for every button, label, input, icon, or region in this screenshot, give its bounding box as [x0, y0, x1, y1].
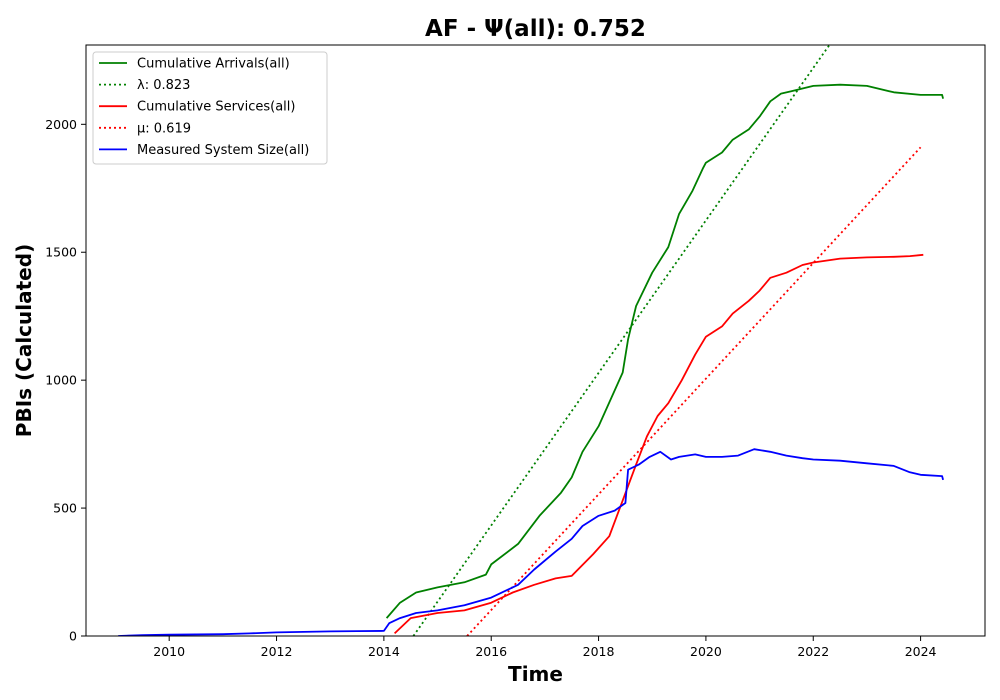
legend-label: μ: 0.619: [137, 121, 191, 136]
legend-label: Measured System Size(all): [137, 143, 309, 158]
y-tick-label: 0: [69, 629, 77, 644]
plot-frame: [85, 44, 986, 637]
legend-label: Cumulative Arrivals(all): [137, 57, 290, 72]
y-axis-title: PBIs (Calculated): [12, 244, 36, 437]
x-axis-title: Time: [508, 662, 563, 686]
x-tick-label: 2010: [153, 644, 185, 659]
y-tick-label: 2000: [45, 117, 77, 132]
x-tick-label: 2020: [690, 644, 722, 659]
x-tick-label: 2014: [368, 644, 400, 659]
x-tick-label: 2016: [475, 644, 507, 659]
x-tick-label: 2022: [797, 644, 829, 659]
series-line-3: [466, 146, 922, 636]
series-line-4: [118, 448, 944, 636]
legend-label: λ: 0.823: [137, 78, 190, 93]
x-tick-label: 2024: [905, 644, 937, 659]
x-tick-label: 2018: [583, 644, 615, 659]
x-tick-label: 2012: [261, 644, 293, 659]
legend-box: [92, 51, 328, 165]
y-tick-label: 1000: [45, 373, 77, 388]
series-line-0: [385, 83, 944, 619]
legend-label: Cumulative Services(all): [137, 100, 295, 115]
y-axis-ticks: 0 500 1000 1500 2000: [45, 117, 86, 644]
series-layer: [118, 45, 944, 636]
series-line-1: [412, 45, 831, 636]
legend: Cumulative Arrivals(all) λ: 0.823 Cumulati…: [92, 51, 328, 165]
y-tick-label: 500: [53, 501, 77, 516]
chart-title: AF - Ψ(all): 0.752: [425, 16, 646, 42]
y-tick-label: 1500: [45, 245, 77, 260]
series-line-2: [393, 253, 924, 635]
x-axis-ticks: 2010 2012 2014 2016 2018 2020 2022 2024: [153, 636, 937, 659]
